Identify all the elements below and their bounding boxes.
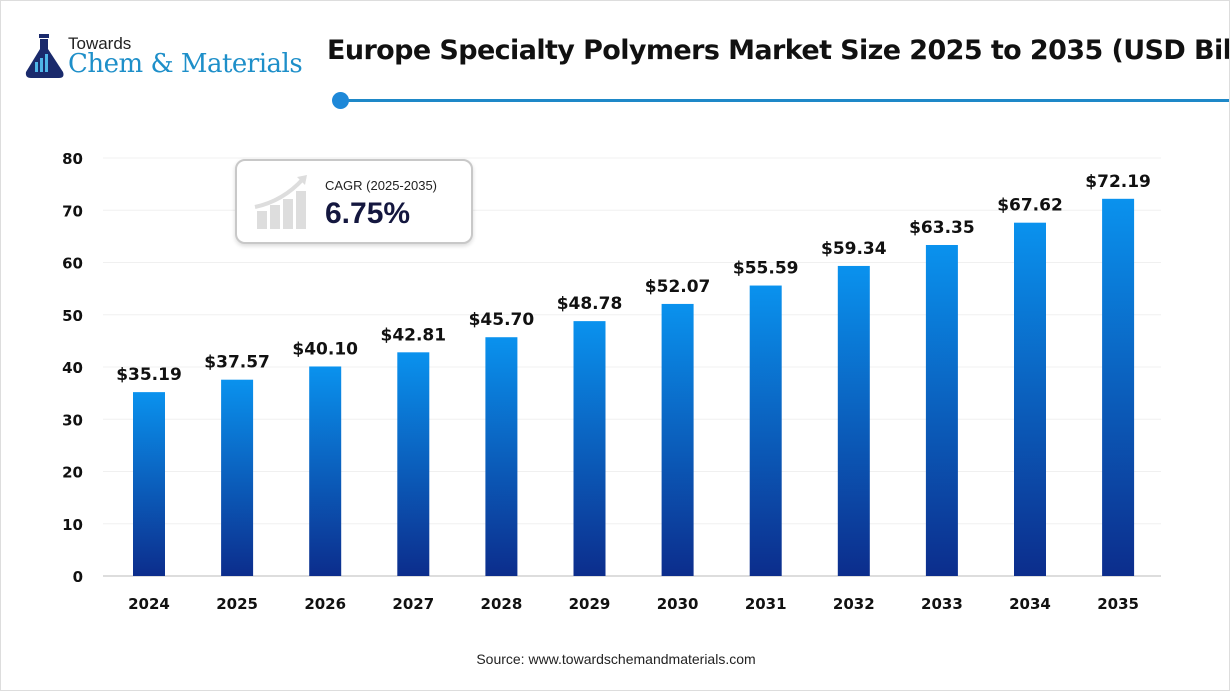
cagr-label: CAGR (2025-2035) xyxy=(325,178,437,193)
data-label: $72.19 xyxy=(1085,172,1151,192)
data-label: $35.19 xyxy=(116,365,182,385)
data-label: $42.81 xyxy=(380,325,446,345)
x-tick-label: 2034 xyxy=(1009,595,1051,613)
x-tick-label: 2032 xyxy=(833,595,875,613)
data-label: $67.62 xyxy=(997,196,1063,216)
bar xyxy=(485,337,518,576)
y-tick-label: 10 xyxy=(62,516,83,534)
data-label: $37.57 xyxy=(204,353,270,373)
x-tick-label: 2028 xyxy=(481,595,523,613)
source-note: Source: www.towardschemandmaterials.com xyxy=(476,651,756,667)
bar xyxy=(837,265,870,576)
x-tick-label: 2029 xyxy=(569,595,611,613)
y-tick-label: 80 xyxy=(62,150,83,168)
flask-icon xyxy=(25,34,64,78)
y-tick-label: 0 xyxy=(73,568,83,586)
x-tick-label: 2024 xyxy=(128,595,170,613)
cagr-box: CAGR (2025-2035) 6.75% xyxy=(235,159,473,244)
x-tick-label: 2031 xyxy=(745,595,787,613)
chart-title: Europe Specialty Polymers Market Size 20… xyxy=(327,35,1230,66)
bar xyxy=(133,392,165,576)
data-label: $55.59 xyxy=(733,259,799,279)
logo-text-towards: Towards xyxy=(68,34,132,53)
data-label: $59.34 xyxy=(821,239,887,259)
y-tick-label: 50 xyxy=(62,307,83,325)
x-tick-label: 2030 xyxy=(657,595,699,613)
data-label: $63.35 xyxy=(909,218,975,238)
x-tick-label: 2026 xyxy=(304,595,346,613)
y-tick-label: 70 xyxy=(62,202,83,220)
y-tick-label: 20 xyxy=(62,464,83,482)
bar xyxy=(925,244,958,576)
bar xyxy=(573,321,606,576)
logo: Towards Chem & Materials xyxy=(23,34,303,85)
y-tick-label: 60 xyxy=(62,255,83,273)
x-tick-label: 2027 xyxy=(392,595,434,613)
bar xyxy=(397,352,430,576)
bar xyxy=(309,366,342,576)
data-label: $45.70 xyxy=(469,310,535,330)
data-label: $40.10 xyxy=(292,339,358,359)
bar xyxy=(661,303,694,576)
logo-text-main: Chem & Materials xyxy=(68,49,303,79)
data-label: $48.78 xyxy=(557,294,623,314)
data-label: $52.07 xyxy=(645,277,711,297)
bar xyxy=(1014,222,1046,577)
title-underline xyxy=(341,99,1229,102)
cagr-value: 6.75% xyxy=(325,197,411,230)
growth-chart-icon xyxy=(254,175,307,229)
x-tick-label: 2033 xyxy=(921,595,963,613)
bar xyxy=(221,379,254,576)
x-tick-label: 2035 xyxy=(1097,595,1139,613)
y-tick-label: 30 xyxy=(62,411,83,429)
bar xyxy=(1102,198,1135,576)
bar xyxy=(749,285,782,576)
x-tick-label: 2025 xyxy=(216,595,258,613)
y-tick-label: 40 xyxy=(62,359,83,377)
title-underline-dot xyxy=(332,92,349,109)
